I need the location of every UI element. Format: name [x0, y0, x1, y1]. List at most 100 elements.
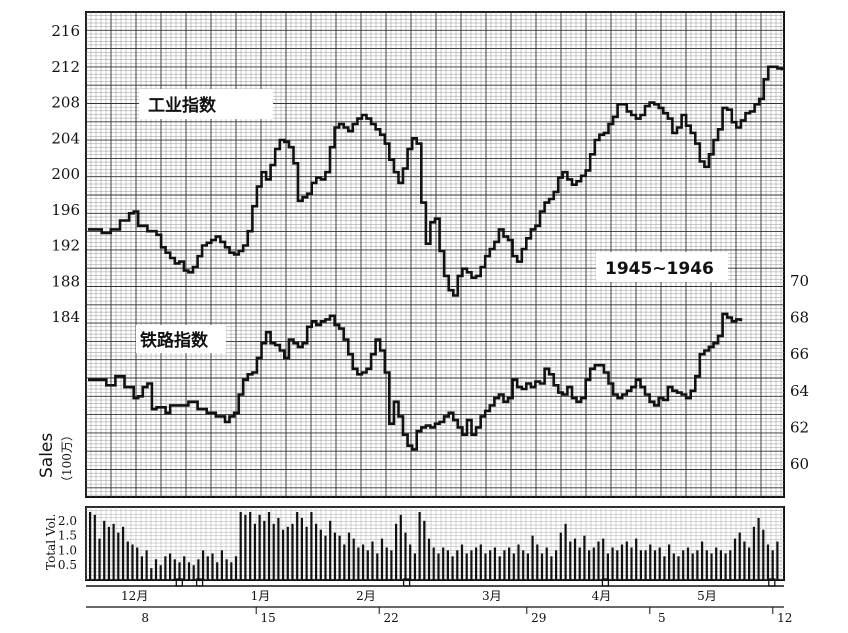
month-label: 1月 [251, 589, 271, 603]
volume-bar [404, 532, 407, 580]
volume-bar [183, 556, 186, 580]
volume-bar [409, 544, 412, 580]
volume-bar [719, 550, 722, 580]
volume-bar [202, 550, 205, 580]
holiday-mark [402, 578, 411, 587]
volume-bar [173, 559, 176, 580]
volume-bar [211, 553, 214, 580]
volume-bar [89, 512, 92, 580]
volume-bar [258, 514, 261, 580]
right-tick-label: 68 [790, 309, 809, 327]
volume-bar [658, 547, 661, 580]
volume-bar [380, 538, 384, 580]
volume-bar [545, 547, 548, 580]
volume-bar [244, 514, 247, 580]
volume-bar [362, 544, 365, 580]
volume-bar [672, 553, 675, 580]
volume-bar [423, 520, 426, 580]
volume-bar [710, 553, 713, 580]
volume-bar [366, 550, 369, 580]
volume-bar [399, 514, 402, 580]
volume-bar [550, 556, 553, 580]
volume-bar [352, 538, 355, 580]
volume-bar [136, 547, 139, 580]
volume-bar [649, 544, 652, 580]
volume-bar [738, 532, 741, 580]
volume-bar [272, 523, 275, 580]
day-label: 5 [658, 611, 666, 625]
volume-bar [338, 535, 341, 580]
volume-bar [470, 550, 473, 580]
volume-bar [635, 538, 638, 580]
volume-bar [333, 532, 336, 580]
volume-bar [164, 556, 167, 580]
volume-bar [357, 547, 360, 580]
volume-bar [508, 547, 511, 580]
right-tick-label: 62 [790, 418, 809, 436]
volume-bar [677, 556, 680, 580]
volume-bar [117, 532, 120, 580]
month-label: 4月 [592, 589, 612, 603]
volume-bar [319, 529, 322, 580]
railroad-series-label: 铁路指数 [140, 330, 209, 351]
volume-bar [616, 550, 619, 580]
volume-bar [249, 512, 252, 580]
volume-bar [743, 541, 746, 580]
right-axis-ticks: 60 62 64 66 68 70 [790, 272, 809, 473]
day-label: 29 [531, 611, 546, 625]
sales-axis-unit: （100万） [60, 429, 74, 488]
month-label: 12月 [121, 589, 148, 603]
volume-bar [465, 553, 468, 580]
volume-bars [89, 512, 779, 581]
day-label: 22 [384, 611, 399, 625]
volume-bar [729, 550, 732, 580]
volume-bar [98, 538, 101, 580]
volume-bar [630, 547, 633, 580]
volume-bar [588, 550, 591, 580]
volume-bar [239, 512, 242, 580]
volume-bar [206, 556, 209, 580]
volume-bar [305, 526, 308, 581]
volume-bar [329, 520, 332, 580]
right-tick-label: 60 [790, 455, 809, 473]
volume-bar [376, 553, 379, 580]
volume-bar [559, 532, 562, 580]
volume-bar [733, 538, 737, 580]
volume-bar [286, 526, 289, 581]
month-label: 2月 [356, 589, 376, 603]
volume-bar [413, 553, 416, 580]
volume-bar [578, 547, 581, 580]
volume-bar [178, 562, 181, 581]
volume-bar [220, 550, 223, 580]
volume-bar [385, 547, 388, 580]
volume-bar [489, 550, 492, 580]
volume-tick-label: 1.0 [58, 543, 77, 557]
volume-bar [131, 544, 134, 580]
volume-bar [427, 538, 431, 580]
volume-bar [644, 550, 647, 580]
holiday-mark [601, 578, 610, 587]
volume-tick-label: 2.0 [58, 514, 77, 528]
sales-axis-label: Sales [37, 433, 57, 478]
volume-tick-label: 1.5 [58, 529, 77, 543]
volume-bar [234, 556, 238, 580]
volume-bar [371, 541, 374, 580]
volume-bar [611, 547, 614, 580]
volume-bar [159, 565, 162, 580]
volume-bar [432, 547, 435, 580]
left-tick-label: 196 [51, 201, 80, 219]
left-tick-label: 200 [51, 165, 80, 183]
series-lines [88, 65, 784, 451]
volume-bar [564, 523, 567, 580]
right-tick-label: 66 [790, 345, 809, 363]
month-label: 5月 [697, 589, 717, 603]
volume-bar [390, 550, 393, 580]
volume-bar [192, 565, 195, 580]
volume-bar [103, 520, 106, 580]
x-axis: 12月1月2月3月4月5月815222951219262916232916233… [86, 578, 792, 625]
left-tick-label: 188 [51, 272, 80, 290]
volume-bar [267, 512, 271, 580]
period-label-box [596, 252, 728, 282]
volume-bar [620, 544, 624, 580]
